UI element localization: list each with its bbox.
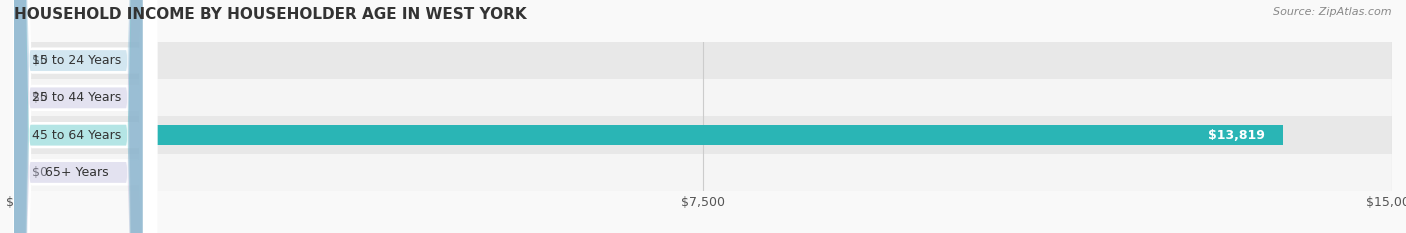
Bar <box>14 79 1392 116</box>
Text: 45 to 64 Years: 45 to 64 Years <box>32 129 121 142</box>
Text: $0: $0 <box>32 166 48 179</box>
Text: $0: $0 <box>32 54 48 67</box>
Text: 25 to 44 Years: 25 to 44 Years <box>32 91 121 104</box>
Text: $13,819: $13,819 <box>1208 129 1265 142</box>
Bar <box>14 116 1392 154</box>
Bar <box>14 125 1284 145</box>
Text: 15 to 24 Years: 15 to 24 Years <box>32 54 121 67</box>
Bar <box>14 154 1392 191</box>
FancyBboxPatch shape <box>14 0 156 233</box>
Bar <box>14 42 1392 79</box>
FancyBboxPatch shape <box>14 0 156 233</box>
Text: HOUSEHOLD INCOME BY HOUSEHOLDER AGE IN WEST YORK: HOUSEHOLD INCOME BY HOUSEHOLDER AGE IN W… <box>14 7 527 22</box>
FancyBboxPatch shape <box>14 0 142 233</box>
FancyBboxPatch shape <box>14 0 142 233</box>
FancyBboxPatch shape <box>14 0 156 233</box>
FancyBboxPatch shape <box>14 0 156 233</box>
FancyBboxPatch shape <box>14 0 142 233</box>
FancyBboxPatch shape <box>14 0 142 233</box>
Text: 65+ Years: 65+ Years <box>45 166 108 179</box>
Text: $0: $0 <box>32 91 48 104</box>
Text: Source: ZipAtlas.com: Source: ZipAtlas.com <box>1274 7 1392 17</box>
